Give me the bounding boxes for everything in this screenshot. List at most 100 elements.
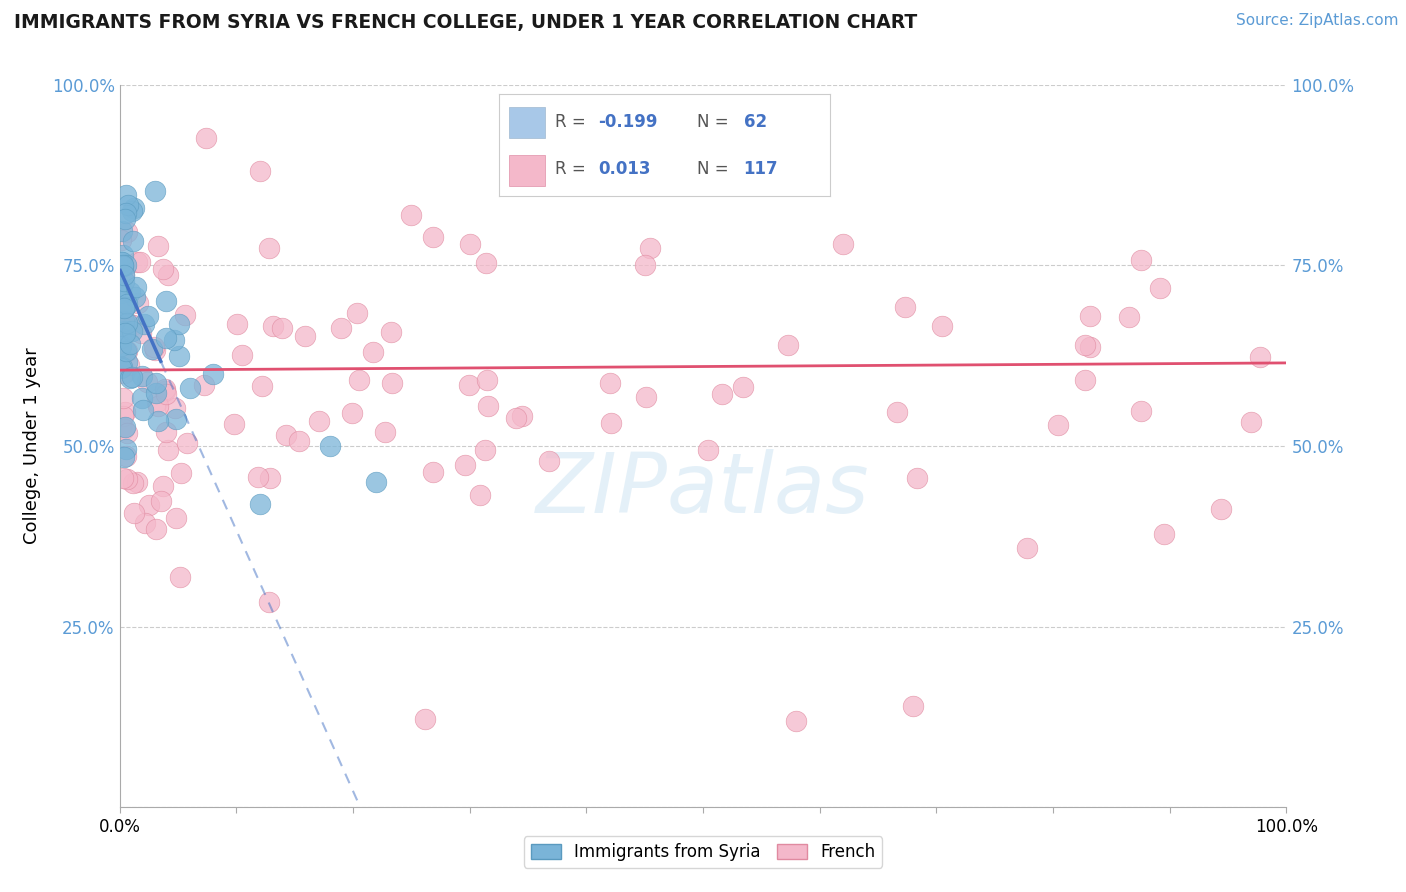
Point (361, 344, 384, 359)
Point (112, 274, 135, 288)
Point (111, 359, 134, 374)
Point (112, 421, 135, 435)
Point (901, 699, 924, 714)
Point (115, 226, 138, 240)
Point (111, 391, 134, 405)
Point (422, 466, 444, 480)
Point (145, 376, 167, 390)
Point (153, 384, 176, 398)
Bar (509, 107, 546, 137)
Point (346, 306, 368, 320)
Point (155, 425, 177, 439)
Point (886, 405, 908, 419)
Point (1211, 501, 1233, 516)
Point (1074, 338, 1097, 352)
Point (1015, 541, 1038, 555)
Point (110, 338, 132, 352)
Point (120, 285, 142, 299)
Point (115, 297, 138, 311)
Point (470, 488, 492, 502)
Point (252, 379, 274, 393)
Point (194, 131, 217, 145)
Point (118, 358, 141, 372)
Text: IMMIGRANTS FROM SYRIA VS FRENCH COLLEGE, UNDER 1 YEAR CORRELATION CHART: IMMIGRANTS FROM SYRIA VS FRENCH COLLEGE,… (14, 13, 917, 32)
Point (288, 434, 311, 449)
Text: ZIPatlas: ZIPatlas (536, 449, 870, 530)
Point (167, 349, 190, 363)
Point (832, 236, 855, 251)
Y-axis label: College, Under 1 year: College, Under 1 year (22, 348, 41, 544)
Point (246, 469, 269, 483)
Point (110, 318, 132, 333)
Point (112, 471, 135, 485)
Point (176, 435, 198, 450)
Point (114, 326, 136, 341)
Point (127, 475, 149, 490)
Text: Source: ZipAtlas.com: Source: ZipAtlas.com (1236, 13, 1399, 29)
Point (453, 458, 475, 472)
Point (145, 522, 167, 536)
Point (121, 318, 143, 333)
Text: N =: N = (697, 113, 728, 131)
Point (308, 414, 330, 428)
Point (731, 380, 754, 394)
Point (114, 258, 136, 272)
Point (505, 411, 527, 425)
Text: R =: R = (555, 113, 586, 131)
Point (112, 268, 135, 283)
Point (110, 301, 132, 315)
Point (262, 318, 284, 333)
Point (112, 260, 135, 274)
Point (169, 570, 191, 584)
Text: 62: 62 (744, 113, 766, 131)
Point (136, 375, 159, 389)
Point (143, 343, 166, 357)
Point (458, 377, 481, 392)
Point (381, 376, 404, 391)
Point (157, 442, 180, 457)
Point (271, 321, 294, 335)
Point (110, 318, 132, 333)
Point (111, 258, 134, 272)
Point (131, 369, 153, 384)
Point (149, 493, 172, 508)
Point (1078, 340, 1101, 354)
Point (115, 344, 138, 359)
Point (122, 476, 145, 491)
Point (152, 262, 174, 277)
Point (127, 295, 149, 310)
Point (785, 714, 807, 728)
Point (153, 382, 176, 396)
Point (122, 506, 145, 520)
Point (131, 326, 153, 341)
Point (222, 417, 245, 432)
Point (115, 355, 138, 369)
Point (110, 420, 132, 434)
Point (638, 241, 661, 255)
Point (110, 233, 132, 247)
Point (201, 367, 224, 381)
Point (776, 338, 799, 352)
Point (114, 211, 136, 226)
Point (110, 361, 132, 376)
Point (155, 331, 177, 345)
Point (111, 282, 134, 296)
Point (110, 282, 132, 296)
Point (538, 453, 561, 467)
Point (131, 391, 153, 405)
Point (115, 449, 138, 463)
Point (121, 324, 143, 338)
Point (112, 450, 135, 465)
Point (118, 317, 141, 331)
Point (174, 308, 197, 322)
Point (165, 401, 187, 416)
Point (477, 400, 499, 414)
Point (110, 255, 132, 269)
Point (117, 198, 139, 212)
Point (634, 390, 657, 404)
Text: -0.199: -0.199 (599, 113, 658, 131)
Point (257, 241, 280, 255)
Point (249, 497, 271, 511)
Point (114, 300, 136, 314)
Point (115, 442, 138, 456)
